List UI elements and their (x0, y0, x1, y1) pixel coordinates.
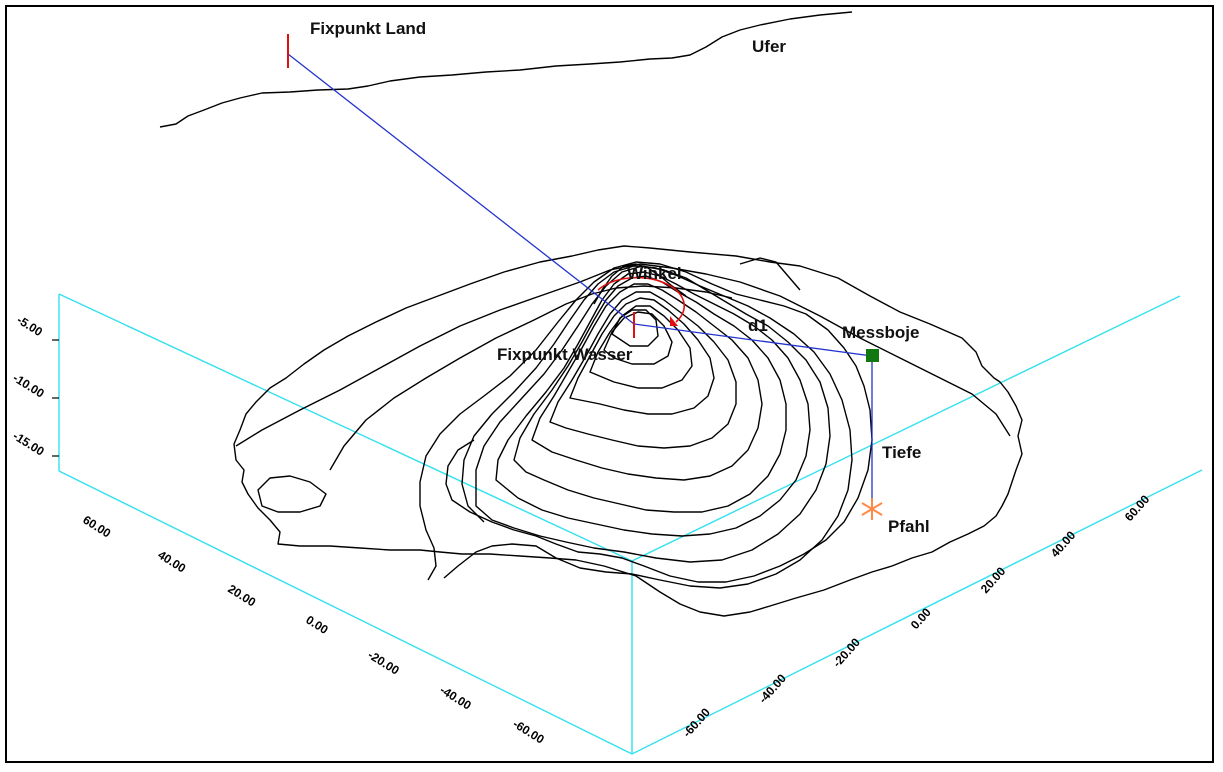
diagram-frame (5, 5, 1214, 763)
line-land-to-water (287, 53, 635, 325)
label-pfahl: Pfahl (888, 517, 930, 536)
z-axis: -5.00 -10.00 -15.00 (10, 313, 59, 459)
shoreline (159, 11, 853, 128)
left-tick-label: 0.00 (303, 613, 331, 637)
angle-arc (597, 276, 686, 323)
line-d1 (633, 323, 873, 357)
bounding-box (58, 293, 1203, 755)
label-ufer: Ufer (752, 37, 786, 56)
label-tiefe: Tiefe (882, 443, 921, 462)
z-tick-label: -5.00 (14, 313, 45, 340)
label-fixpunkt-wasser: Fixpunkt Wasser (497, 345, 633, 364)
z-tick-label: -10.00 (10, 371, 47, 401)
right-tick-label: -60.00 (680, 705, 713, 740)
right-tick-label: 0.00 (908, 605, 934, 632)
measuring-buoy-marker (866, 349, 879, 362)
annotation-labels: Fixpunkt Land Ufer Winkel d1 Messboje Fi… (310, 19, 930, 536)
z-tick-label: -15.00 (10, 429, 47, 459)
pile-marker (861, 498, 883, 520)
left-tick-label: 60.00 (80, 513, 113, 541)
right-tick-label: -40.00 (756, 671, 789, 706)
left-axis: 60.00 40.00 20.00 0.00 -20.00 -40.00 -60… (80, 513, 547, 747)
angle-arrowhead (670, 316, 678, 326)
label-messboje: Messboje (842, 323, 919, 342)
left-tick-label: 40.00 (155, 548, 188, 576)
label-fixpunkt-land: Fixpunkt Land (310, 19, 426, 38)
label-d1: d1 (748, 316, 768, 335)
left-tick-label: 20.00 (225, 582, 258, 610)
left-tick-label: -20.00 (365, 648, 402, 678)
left-tick-label: -60.00 (510, 717, 547, 747)
measurement-lines (287, 53, 873, 508)
label-winkel: Winkel (627, 264, 682, 283)
left-tick-label: -40.00 (437, 683, 474, 713)
